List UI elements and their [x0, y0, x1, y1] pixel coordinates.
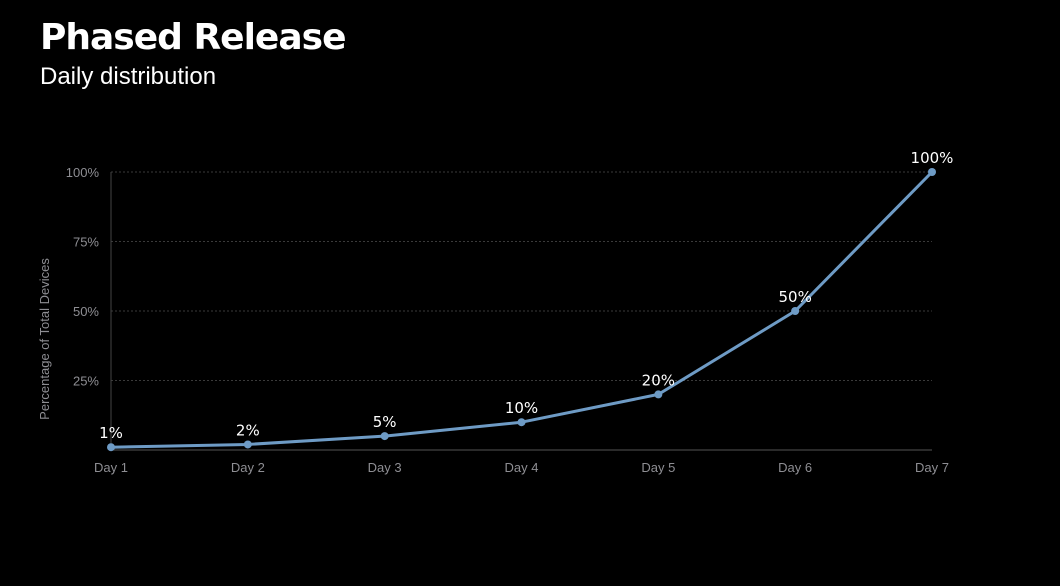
x-tick-label-3: Day 3 — [368, 460, 402, 475]
data-point-day-5 — [654, 390, 663, 399]
y-axis-title: Percentage of Total Devices — [37, 258, 52, 420]
y-tick-label-25: 25% — [73, 374, 99, 389]
data-label-day-3: 5% — [373, 413, 397, 431]
series-layer — [107, 168, 936, 452]
data-point-day-4 — [517, 418, 526, 427]
y-tick-label-100: 100% — [66, 165, 100, 180]
y-tick-label-50: 50% — [73, 304, 99, 319]
data-label-day-6: 50% — [778, 288, 811, 306]
chart-header: Phased Release Daily distribution — [40, 14, 346, 92]
x-tick-label-7: Day 7 — [915, 460, 949, 475]
data-point-day-7 — [928, 168, 936, 176]
data-label-day-5: 20% — [642, 371, 675, 389]
data-point-day-2 — [243, 440, 252, 449]
data-label-day-7: 100% — [911, 149, 954, 167]
x-tick-label-4: Day 4 — [505, 460, 539, 475]
page-subtitle: Daily distribution — [40, 63, 217, 90]
data-label-day-4: 10% — [505, 399, 538, 417]
x-tick-label-6: Day 6 — [778, 460, 812, 475]
data-label-layer: 1% 2% 5% 10% 20% 50% 100% — [99, 149, 953, 442]
axes: 25% 50% 75% 100% Day 1 Day 2 Day 3 Day 4 Day 5 Da… — [66, 165, 949, 475]
x-tick-label-1: Day 1 — [94, 460, 128, 475]
page-title: Phased Release — [40, 17, 346, 58]
data-point-day-1 — [107, 443, 115, 452]
y-tick-label-75: 75% — [73, 235, 99, 250]
data-point-day-3 — [380, 432, 389, 441]
data-label-day-1: 1% — [99, 424, 123, 442]
x-tick-label-2: Day 2 — [231, 460, 265, 475]
x-tick-label-5: Day 5 — [641, 460, 675, 475]
data-label-day-2: 2% — [236, 421, 260, 439]
data-point-day-6 — [791, 307, 800, 315]
grid-lines — [111, 171, 932, 381]
